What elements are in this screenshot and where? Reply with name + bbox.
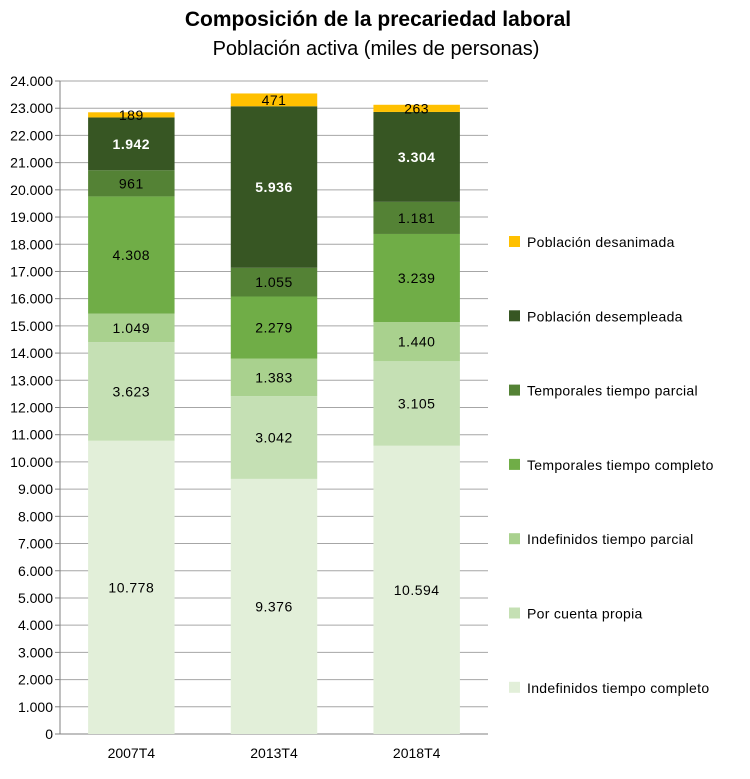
legend-swatch: [509, 533, 520, 545]
y-tick-label: 0: [45, 726, 53, 742]
legend-swatch: [509, 458, 520, 470]
bar-segment: [230, 396, 318, 479]
data-label: 1.049: [113, 320, 151, 336]
data-label: 961: [119, 175, 144, 191]
y-tick-label: 6.000: [18, 563, 53, 579]
legend-label: Población desanimada: [527, 234, 675, 250]
y-tick-label: 2.000: [18, 672, 53, 688]
legend: Población desanimada Población desemplead…: [509, 234, 714, 696]
bar-segment: [230, 267, 318, 297]
x-tick-label: 2013T4: [250, 745, 298, 761]
y-tick-label: 14.000: [10, 345, 53, 361]
bar-segment: [230, 296, 318, 359]
legend-label: Por cuenta propia: [527, 606, 643, 622]
bar-segment: [373, 104, 460, 112]
data-labels: 10.778 3.623 1.049 4.308 961 1.942 189 9.376 3.0…: [108, 92, 439, 615]
data-label: 1.181: [398, 210, 436, 226]
bar-segment: [230, 93, 318, 107]
data-label: 9.376: [255, 598, 293, 614]
legend-label: Indefinidos tiempo parcial: [527, 531, 694, 547]
x-axis: 2007T4 2013T4 2018T4: [108, 745, 441, 761]
legend-swatch: [509, 384, 520, 396]
data-label: 4.308: [113, 247, 151, 263]
y-tick-label: 1.000: [18, 699, 53, 715]
y-tick-label: 10.000: [10, 454, 53, 470]
y-tick-label: 9.000: [18, 481, 53, 497]
y-tick-label: 22.000: [10, 127, 53, 143]
legend-swatch: [509, 607, 520, 619]
y-tick-label: 7.000: [18, 536, 53, 552]
y-tick-label: 11.000: [11, 427, 53, 443]
y-tick-label: 16.000: [10, 291, 53, 307]
y-tick-label: 4.000: [18, 617, 53, 633]
y-tick-label: 19.000: [10, 209, 53, 225]
legend-label: Temporales tiempo completo: [527, 457, 714, 473]
bar-segment: [88, 112, 175, 118]
legend-swatch: [509, 236, 520, 247]
y-tick-label: 13.000: [10, 372, 53, 388]
bar-segment: [373, 322, 460, 362]
bar-segment: [88, 342, 175, 441]
chart-title: Composición de la precariedad laboral: [185, 8, 571, 31]
bar-segment: [373, 361, 460, 446]
data-label: 10.594: [394, 582, 440, 598]
data-label: 3.623: [113, 383, 151, 399]
y-tick-label: 21.000: [10, 155, 53, 171]
bar-segment: [373, 111, 460, 202]
y-axis: 0 1.000 2.000 3.000 4.000 5.000 6.000 7.000 8.00…: [10, 73, 488, 742]
legend-label: Temporales tiempo parcial: [527, 383, 698, 399]
bar-segment: [373, 445, 460, 734]
data-label: 3.304: [398, 149, 436, 165]
data-label: 1.942: [113, 136, 151, 152]
data-label: 1.440: [398, 334, 436, 350]
bars: [88, 93, 460, 734]
data-label: 10.778: [108, 579, 154, 595]
data-label: 3.042: [255, 430, 293, 446]
y-tick-label: 17.000: [10, 263, 53, 279]
chart-subtitle: Población activa (miles de personas): [213, 38, 540, 60]
bar-segment: [88, 196, 175, 314]
x-tick-label: 2018T4: [393, 745, 441, 761]
bar-segment: [88, 170, 175, 197]
x-tick-label: 2007T4: [108, 745, 156, 761]
bar-segment: [88, 440, 175, 734]
legend-swatch: [509, 310, 520, 322]
data-label: 3.105: [398, 396, 436, 412]
y-tick-label: 23.000: [10, 100, 53, 116]
y-tick-label: 20.000: [10, 182, 53, 198]
data-label: 2.279: [255, 319, 293, 335]
data-label: 3.239: [398, 270, 436, 286]
y-tick-label: 18.000: [10, 236, 53, 252]
y-tick-label: 5.000: [18, 590, 53, 606]
y-tick-label: 12.000: [10, 400, 53, 416]
bar-segment: [230, 358, 318, 397]
legend-label: Población desempleada: [527, 308, 683, 324]
legend-label: Indefinidos tiempo completo: [527, 680, 709, 696]
bar-segment: [230, 478, 318, 734]
bar-segment: [88, 313, 175, 343]
data-label: 471: [262, 92, 287, 108]
bar-segment: [88, 117, 175, 171]
bar-segment: [230, 106, 318, 268]
y-tick-label: 24.000: [10, 73, 53, 89]
y-tick-label: 3.000: [18, 644, 53, 660]
data-label: 263: [404, 100, 429, 116]
y-tick-label: 15.000: [10, 318, 53, 334]
data-label: 1.383: [255, 369, 293, 385]
data-label: 1.055: [255, 274, 293, 290]
data-label: 189: [119, 107, 144, 123]
legend-swatch: [509, 681, 520, 693]
data-label: 5.936: [255, 179, 293, 195]
bar-segment: [373, 233, 460, 323]
bar-segment: [373, 201, 460, 234]
y-tick-label: 8.000: [18, 508, 53, 524]
